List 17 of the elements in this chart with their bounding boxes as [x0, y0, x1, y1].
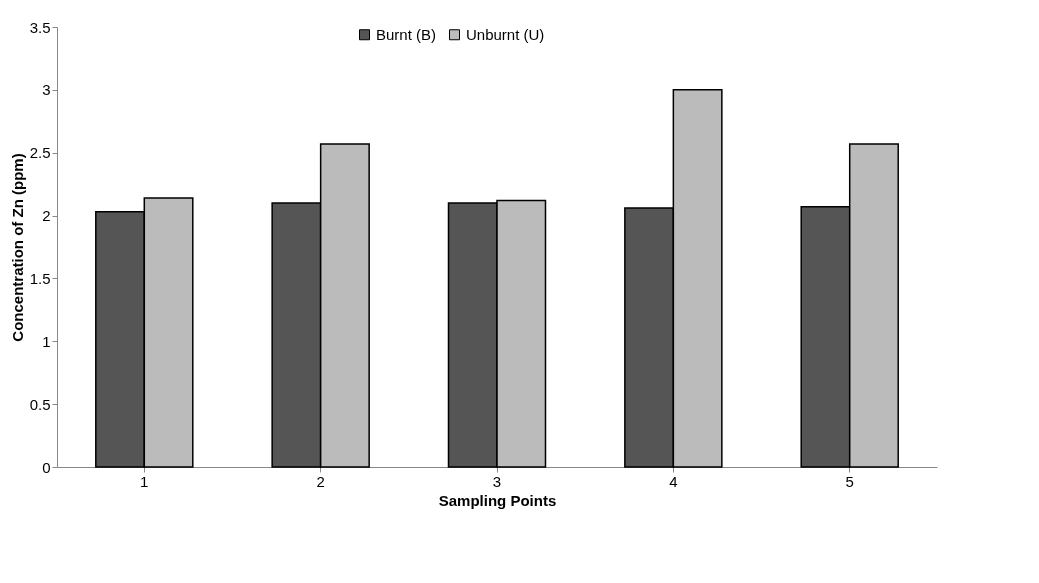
x-tick-label: 3 — [492, 472, 502, 490]
y-axis-title: Concentration of Zn (ppm) — [8, 153, 26, 342]
x-tick-label: 2 — [316, 472, 325, 490]
y-tick-label: 2.5 — [29, 144, 51, 162]
y-tick-label: 3.5 — [29, 18, 51, 36]
y-tick-label: 1.5 — [29, 269, 51, 287]
y-tick-label: 3 — [42, 81, 51, 99]
y-tick-label: 1 — [42, 332, 51, 350]
legend-label: Burnt (B) — [376, 25, 437, 43]
y-tick-label: 2 — [42, 207, 51, 225]
y-tick-label: 0.5 — [29, 395, 51, 413]
y-tick-label: 0 — [42, 458, 51, 476]
x-axis-title: Sampling Points — [438, 491, 557, 509]
legend-label: Unburnt (U) — [466, 25, 545, 43]
x-tick-label: 5 — [845, 472, 854, 490]
x-tick-label: 4 — [669, 472, 678, 490]
x-tick-label: 1 — [140, 472, 149, 490]
